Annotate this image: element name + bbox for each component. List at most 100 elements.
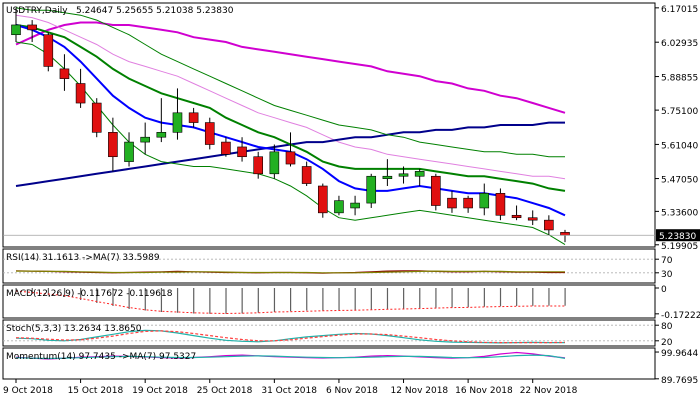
candle-body — [317, 185, 328, 214]
candle-body — [527, 217, 538, 221]
candle-body — [414, 171, 425, 177]
macd-signal-line — [15, 290, 565, 315]
price-indicator-line — [15, 21, 566, 114]
x-tick-label: 15 Oct 2018 — [68, 386, 124, 396]
macd-histogram-bar — [370, 288, 372, 310]
macd-histogram-bar — [435, 288, 437, 308]
price-y-tick-label: 6.17015 — [661, 5, 698, 15]
macd-histogram-bar — [31, 288, 33, 294]
sub-y-tick-label: 0 — [661, 285, 667, 295]
price-y-tick-label: 5.47050 — [661, 176, 698, 186]
candle-body — [269, 151, 280, 175]
macd-histogram-bar — [322, 288, 324, 311]
panel-frame-macd — [2, 284, 656, 319]
rsi-line — [16, 270, 565, 274]
macd-histogram-bar — [176, 288, 179, 313]
candle-body — [366, 175, 377, 204]
macd-histogram-bar — [160, 288, 163, 312]
panel-frame-rsi — [2, 248, 656, 284]
sub-y-tick-label: 89.7695 — [661, 376, 698, 386]
sub-y-tick-label: 20 — [661, 338, 673, 348]
price-indicator-line — [15, 41, 566, 246]
candle-body — [91, 102, 102, 133]
current-price-label: 5.23830 — [659, 232, 696, 242]
current-price-tag — [656, 229, 700, 242]
candle-body — [188, 112, 199, 123]
macd-histogram-bar — [499, 288, 502, 307]
macd-histogram-bar — [467, 288, 469, 308]
candle-body — [11, 24, 21, 36]
candle-body — [27, 24, 37, 31]
sub-y-tick-label: 99.9644 — [661, 349, 698, 359]
price-indicator-line — [15, 7, 565, 158]
macd-histogram-bar — [290, 288, 292, 312]
x-tick-label: 6 Nov 2018 — [326, 386, 378, 396]
price-y-tick-label: 5.19905 — [661, 242, 698, 252]
x-tick-label: 31 Oct 2018 — [261, 386, 317, 396]
candle-body — [59, 68, 70, 79]
candle-body — [382, 175, 393, 179]
macd-histogram-bar — [338, 288, 340, 311]
macd-histogram-bar — [564, 288, 566, 306]
chart-ohlc: 5.24647 5.25655 5.21038 5.23830 — [76, 6, 234, 16]
x-tick-label: 9 Oct 2018 — [3, 386, 53, 396]
macd-histogram-bar — [386, 288, 389, 309]
candle-body — [463, 197, 473, 209]
chart-symbol: USDTRY,Daily — [6, 6, 68, 16]
macd-histogram-bar — [419, 288, 421, 309]
candle-body — [108, 132, 118, 158]
stoch-label: Stoch(5,3,3) 13.2634 13.8650 — [6, 324, 142, 334]
price-y-tick-label: 5.61040 — [661, 141, 698, 151]
candle-body — [495, 193, 506, 216]
sub-y-tick-label: 80 — [661, 322, 673, 332]
macd-histogram-bar — [257, 288, 259, 313]
sub-y-tick-label: -0.17222 — [661, 311, 700, 321]
candle-body — [43, 34, 54, 67]
x-tick-label: 25 Oct 2018 — [197, 386, 253, 396]
macd-histogram-bar — [306, 288, 308, 311]
candle-body — [75, 83, 86, 104]
candle-body — [124, 141, 134, 162]
macd-histogram-bar — [403, 288, 405, 309]
macd-histogram-bar — [80, 288, 82, 300]
macd-histogram-bar — [144, 288, 146, 311]
candle-body — [350, 202, 360, 209]
candle-body — [431, 175, 441, 206]
panel-frame-stoch — [2, 319, 656, 347]
candle-body — [334, 200, 344, 214]
price-y-tick-label: 5.88855 — [661, 74, 698, 84]
macd-histogram-bar — [483, 288, 485, 307]
sub-y-tick-label: 30 — [661, 270, 673, 280]
macd-histogram-bar — [516, 288, 518, 306]
candle-body — [398, 173, 409, 177]
sub-y-tick-label: 70 — [661, 256, 673, 266]
candle-body — [221, 141, 231, 155]
macd-histogram-bar — [548, 288, 550, 306]
candle-body — [204, 122, 215, 145]
price-y-tick-label: 6.02935 — [661, 39, 698, 49]
macd-label: MACD(12,26,9) -0.117672 -0.119618 — [6, 289, 173, 299]
macd-histogram-bar — [451, 288, 453, 308]
candle-body — [237, 146, 247, 158]
x-tick-label: 19 Oct 2018 — [132, 386, 188, 396]
candle-body — [172, 112, 183, 133]
macd-histogram-bar — [209, 288, 211, 314]
x-tick-label: 12 Nov 2018 — [391, 386, 449, 396]
macd-histogram-bar — [63, 288, 66, 297]
candle-body — [253, 156, 264, 175]
stoch-line — [15, 329, 565, 344]
rsi-label: RSI(14) 31.1613 ->MA(7) 33.5989 — [6, 253, 160, 263]
x-tick-label: 22 Nov 2018 — [520, 386, 578, 396]
price-y-tick-label: 5.33600 — [661, 208, 698, 218]
candle-body — [511, 214, 522, 219]
candle-body — [479, 193, 490, 209]
candle-body — [140, 136, 150, 143]
momentum-label: Momentum(14) 97.7435 ->MA(7) 97.5327 — [6, 352, 196, 362]
candle-body — [447, 197, 457, 209]
macd-histogram-bar — [15, 288, 17, 293]
candle-body — [544, 219, 554, 231]
panel-frame-momentum — [2, 347, 656, 380]
macd-histogram-bar — [193, 288, 195, 314]
